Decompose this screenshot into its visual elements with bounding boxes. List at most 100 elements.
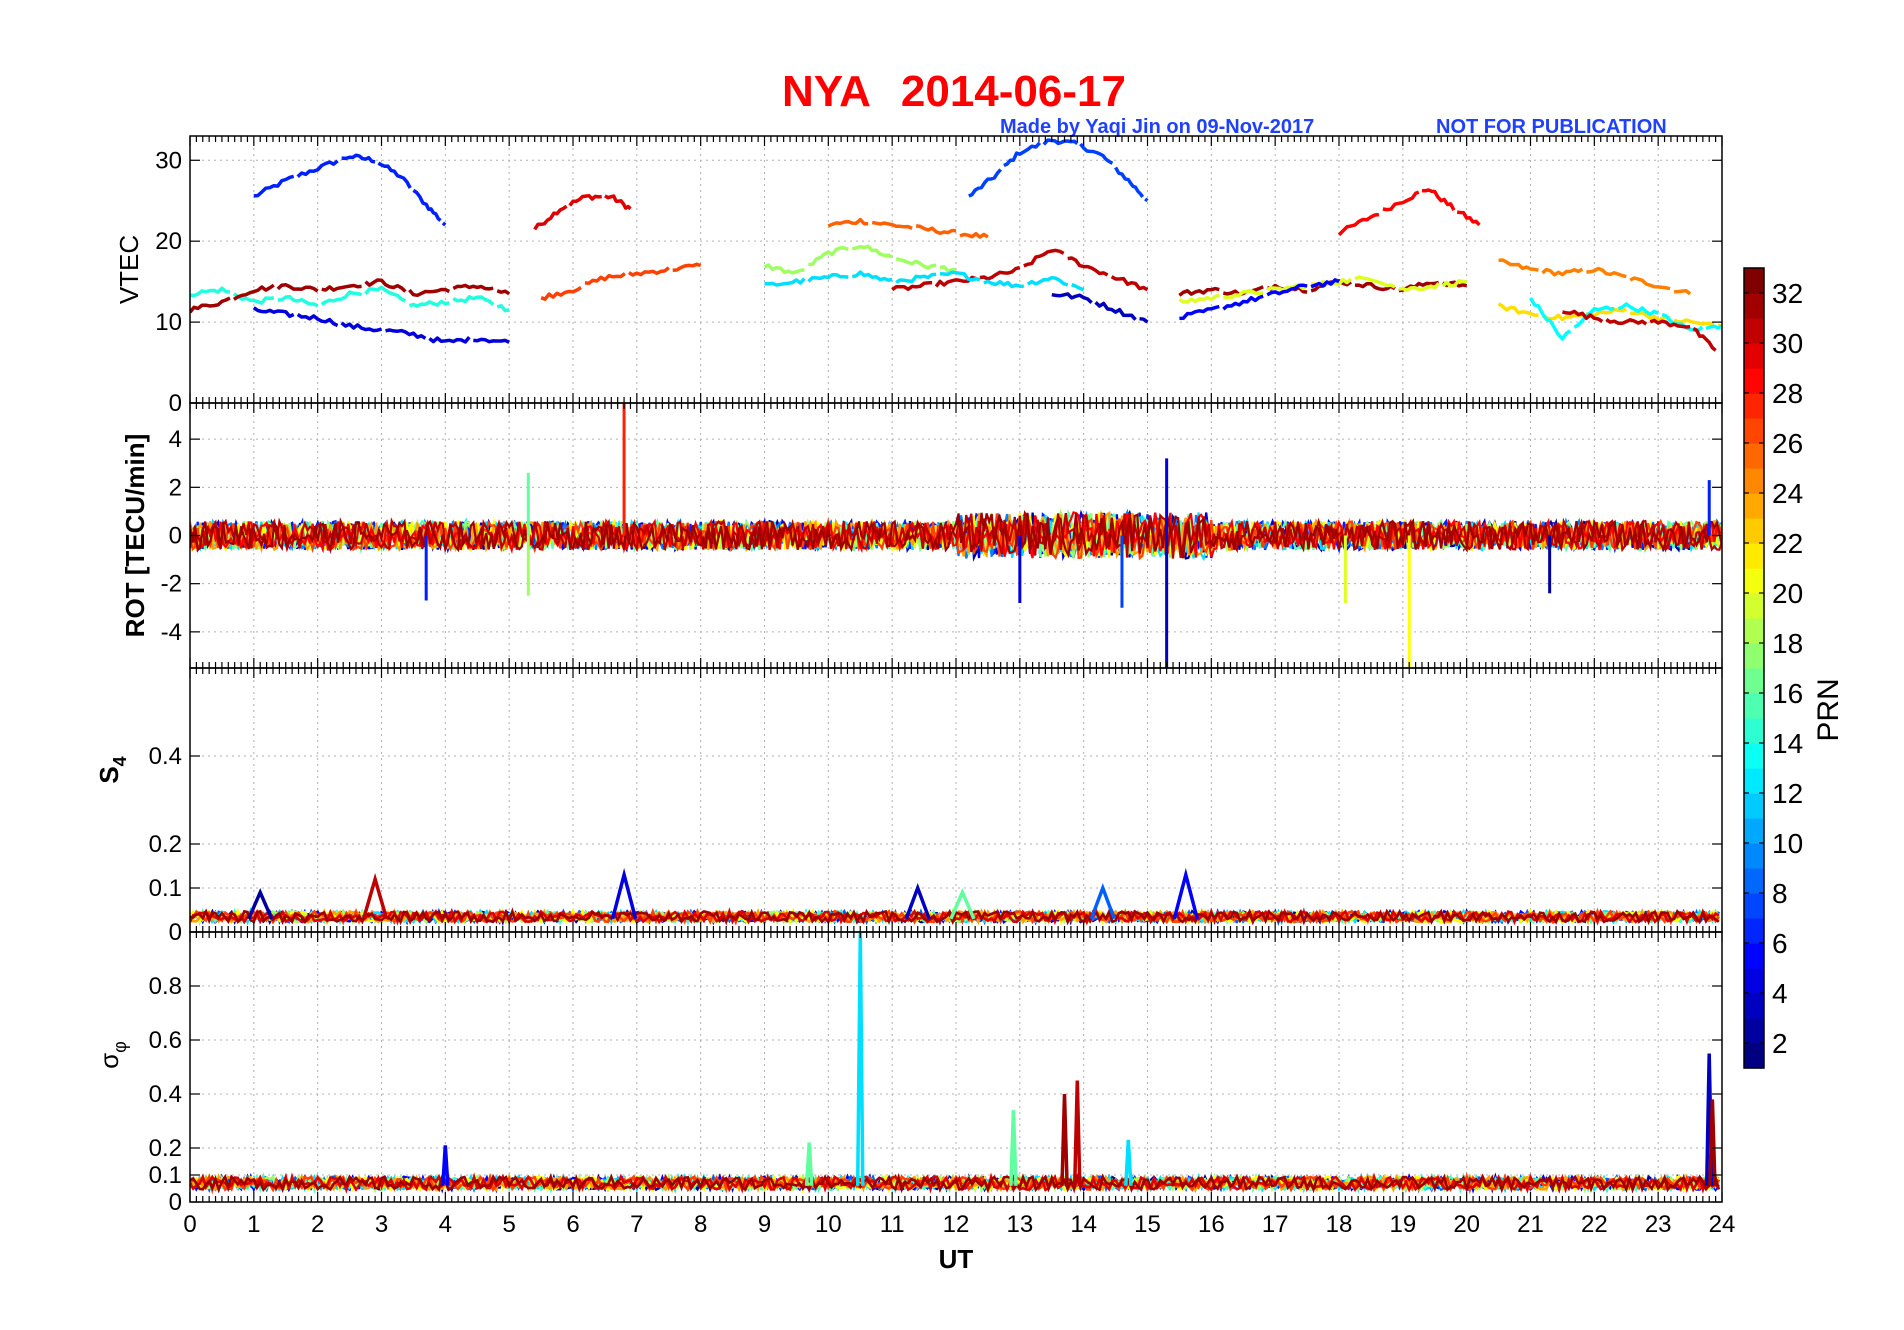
series-prn-20 xyxy=(1178,275,1467,304)
series-group xyxy=(190,403,1722,668)
colorbar-segment xyxy=(1744,418,1764,444)
colorbar-tick-label: 20 xyxy=(1772,578,1803,609)
y-axis-label: ROT [TECU/min] xyxy=(120,434,150,638)
colorbar-tick-label: 4 xyxy=(1772,978,1788,1009)
peak-prn-16 xyxy=(1009,1110,1018,1186)
y-tick-label: 2 xyxy=(169,474,182,501)
x-tick-label: 12 xyxy=(943,1211,970,1238)
series-group xyxy=(190,867,1721,927)
x-tick-label: 3 xyxy=(375,1211,388,1238)
series-prn-30 xyxy=(533,193,632,231)
y-axis-label: VTEC xyxy=(114,235,144,304)
x-tick-label: 10 xyxy=(815,1211,842,1238)
series-prn-4 xyxy=(252,306,510,344)
series-prn-29 xyxy=(1337,188,1481,237)
colorbar-segment xyxy=(1744,1018,1764,1044)
peak-prn-32 xyxy=(1060,1093,1069,1186)
colorbar-frame xyxy=(1743,267,1765,1069)
series-prn-31 xyxy=(1561,309,1717,352)
credit-text: Made by Yaqi Jin on 09-Nov-2017 xyxy=(1000,116,1314,138)
colorbar-tick-label: 22 xyxy=(1772,528,1803,559)
panel-rot: -4 -2 0 2 4 ROT [TECU/min] xyxy=(120,402,1723,669)
colorbar-tick-label: 28 xyxy=(1772,378,1803,409)
series-prn-26 xyxy=(827,217,989,239)
series-prn-7 xyxy=(968,138,1149,203)
colorbar-segment xyxy=(1744,568,1764,594)
y-tick-label: 4 xyxy=(169,426,182,453)
colorbar-segment xyxy=(1744,643,1764,669)
x-tick-label: 8 xyxy=(694,1211,707,1238)
date-label: 2014-06-17 xyxy=(901,67,1126,116)
series-prn-18 xyxy=(763,244,957,275)
colorbar-segment xyxy=(1744,718,1764,744)
y-tick-label: 0.4 xyxy=(149,743,182,770)
colorbar-segment xyxy=(1744,543,1764,569)
series-prn-5 xyxy=(1179,278,1340,321)
peak-prn-12 xyxy=(855,932,865,1186)
x-tick-label: 16 xyxy=(1198,1211,1225,1238)
y-axis-label: σφ xyxy=(94,1041,130,1069)
x-tick-label: 20 xyxy=(1453,1211,1480,1238)
y-tick-label: 20 xyxy=(155,228,182,255)
peak-prn-8 xyxy=(1089,882,1116,920)
tick-marks xyxy=(189,932,1723,1203)
series-group xyxy=(190,138,1722,352)
colorbar-segment xyxy=(1744,693,1764,719)
colorbar-segment xyxy=(1744,743,1764,769)
colorbar-segment xyxy=(1744,768,1764,794)
series-prn-32 xyxy=(190,278,511,314)
x-tick-label: 18 xyxy=(1326,1211,1353,1238)
colorbar-tick-label: 6 xyxy=(1772,928,1788,959)
x-axis: UT 0 1 2 3 4 5 6 7 8 9 10 11 12 13 14 15 16 17 18 19 20 21 22 2… xyxy=(183,1211,1735,1274)
x-tick-label: 4 xyxy=(439,1211,452,1238)
x-tick-label: 21 xyxy=(1517,1211,1544,1238)
notice-text: NOT FOR PUBLICATION xyxy=(1436,116,1667,138)
panel-sigma_phi: 00.10.2 0.4 0.6 0.8 σφ xyxy=(94,931,1723,1216)
colorbar-segment xyxy=(1744,793,1764,819)
peak-prn-16 xyxy=(949,888,976,920)
series-prn-14 xyxy=(190,285,510,313)
colorbar-tick-label: 2 xyxy=(1772,1028,1788,1059)
x-tick-label: 19 xyxy=(1389,1211,1416,1238)
colorbar-segment xyxy=(1744,268,1764,294)
colorbar-segment xyxy=(1744,293,1764,319)
x-tick-label: 9 xyxy=(758,1211,771,1238)
y-tick-label: 0 xyxy=(169,390,182,417)
colorbar-segment xyxy=(1744,818,1764,844)
x-tick-label: 17 xyxy=(1262,1211,1289,1238)
colorbar-segment xyxy=(1744,943,1764,969)
colorbar-segment xyxy=(1744,393,1764,419)
colorbar-tick-label: 18 xyxy=(1772,628,1803,659)
colorbar-tick-label: 24 xyxy=(1772,478,1803,509)
series-prn-27 xyxy=(540,262,702,301)
series-group xyxy=(190,932,1721,1195)
tick-marks xyxy=(189,403,1723,668)
y-tick-label: 0 xyxy=(169,919,182,946)
peak-prn-32 xyxy=(1708,1099,1717,1186)
colorbar-tick-label: 14 xyxy=(1772,728,1803,759)
y-tick-label: 0.1 xyxy=(149,1162,182,1189)
y-axis-label: S4 xyxy=(94,756,130,783)
colorbar-tick-label: 12 xyxy=(1772,778,1803,809)
y-tick-label: 0 xyxy=(169,523,182,550)
peak-prn-4 xyxy=(610,867,638,920)
peak-prn-12 xyxy=(1124,1139,1133,1186)
y-tick-label: 30 xyxy=(155,147,182,174)
x-tick-label: 7 xyxy=(630,1211,643,1238)
peak-prn-16 xyxy=(804,1142,814,1186)
y-tick-label: 0.1 xyxy=(149,875,182,902)
x-tick-label: 0 xyxy=(183,1211,196,1238)
colorbar-segment xyxy=(1744,668,1764,694)
colorbar-segment xyxy=(1744,343,1764,369)
x-tick-label: 15 xyxy=(1134,1211,1161,1238)
y-tick-label: 0 xyxy=(169,1189,182,1216)
colorbar-segment xyxy=(1744,593,1764,619)
x-axis-label: UT xyxy=(939,1244,974,1274)
peak-prn-5 xyxy=(1172,867,1199,920)
colorbar-segment xyxy=(1744,968,1764,994)
x-tick-label: 5 xyxy=(502,1211,515,1238)
x-tick-label: 13 xyxy=(1006,1211,1033,1238)
grid xyxy=(190,668,1722,933)
